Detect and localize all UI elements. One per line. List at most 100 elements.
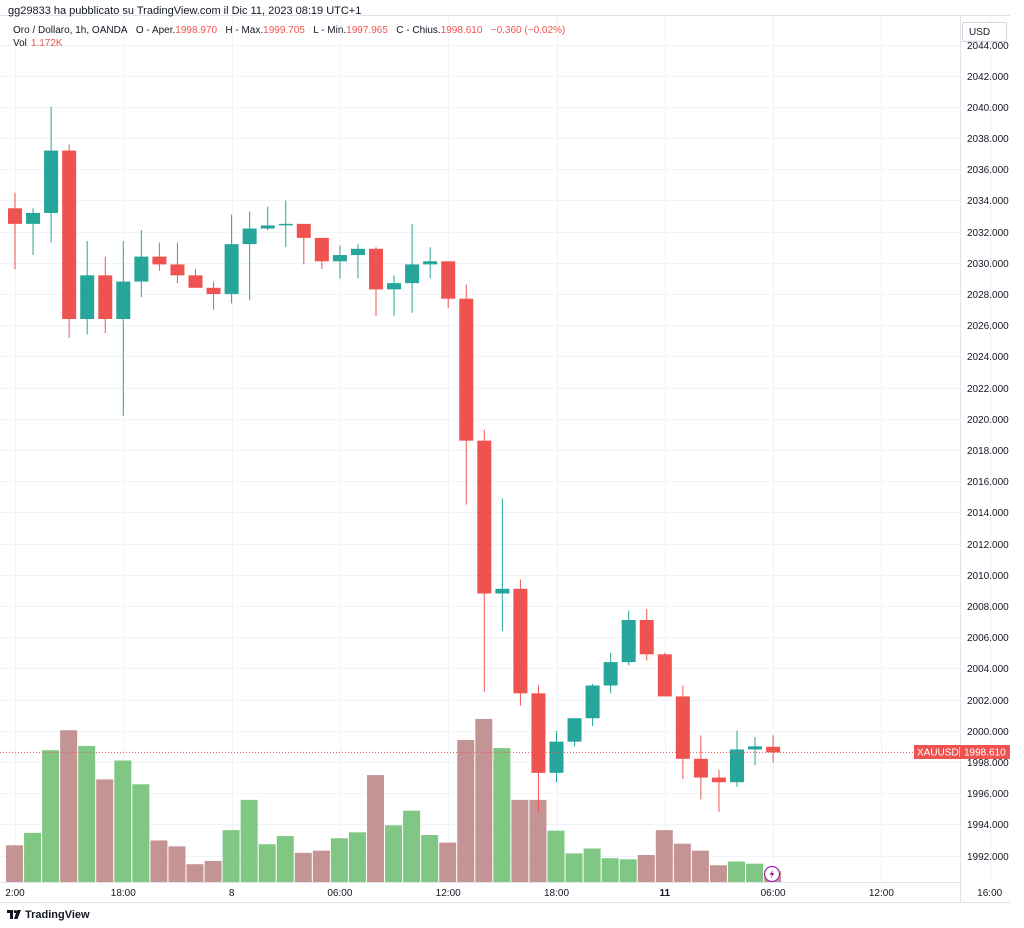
candle-body bbox=[459, 298, 474, 441]
candle-body bbox=[350, 248, 365, 256]
volume-bar bbox=[691, 850, 709, 882]
volume-bar bbox=[385, 825, 403, 882]
candle-body bbox=[188, 275, 203, 288]
price-tick-label: 1998.000 bbox=[967, 758, 1009, 769]
volume-bar bbox=[150, 840, 168, 882]
time-tick-label: 18:00 bbox=[111, 888, 136, 899]
candle-body bbox=[441, 261, 456, 299]
volume-bar bbox=[601, 858, 619, 882]
price-tick-label: 2030.000 bbox=[967, 259, 1009, 270]
low-label: L - Min. bbox=[313, 25, 347, 36]
volume-bar bbox=[60, 730, 78, 882]
volume-bar bbox=[673, 843, 691, 882]
volume-bar bbox=[348, 832, 366, 882]
price-axis[interactable]: 1992.000 1994.000 1996.000 1998.000 2000.000… bbox=[967, 41, 1009, 863]
brand-name: TradingView bbox=[25, 909, 90, 921]
volume-bar bbox=[258, 844, 276, 882]
volume-bar bbox=[457, 739, 475, 882]
volume-bar bbox=[493, 748, 511, 882]
time-tick-label: 11 bbox=[660, 888, 671, 899]
candle-body bbox=[748, 746, 763, 750]
price-tick-label: 2002.000 bbox=[967, 696, 1009, 707]
price-tick-label: 2034.000 bbox=[967, 196, 1009, 207]
close-label: C - Chius. bbox=[396, 25, 441, 36]
price-tick-label: 1994.000 bbox=[967, 820, 1009, 831]
candle-body bbox=[531, 693, 546, 773]
candle-body bbox=[44, 150, 59, 213]
candle-body bbox=[80, 275, 95, 319]
candle-body bbox=[513, 588, 528, 694]
volume-bar bbox=[6, 845, 23, 882]
open-label: O - Aper. bbox=[135, 25, 176, 36]
time-tick-label: 06:00 bbox=[761, 888, 786, 899]
volume-bar bbox=[547, 830, 565, 882]
price-tag-symbol: XAUUSD bbox=[917, 748, 959, 759]
volume-bar bbox=[475, 718, 493, 882]
volume-bar bbox=[529, 799, 547, 882]
price-tick-label: 2040.000 bbox=[967, 103, 1009, 114]
tradingview-brand[interactable]: TradingView bbox=[7, 908, 90, 922]
price-tick-label: 2036.000 bbox=[967, 165, 1009, 176]
time-tick-label: 12:00 bbox=[436, 888, 461, 899]
candle-body bbox=[134, 256, 149, 282]
volume-bar bbox=[294, 852, 312, 882]
time-tick-label: 16:00 bbox=[977, 888, 1002, 899]
lightning-icon[interactable] bbox=[763, 865, 781, 883]
candle-body bbox=[567, 718, 582, 742]
candlesticks bbox=[8, 106, 781, 812]
publish-caption: gg29833 ha pubblicato su TradingView.com… bbox=[8, 5, 362, 17]
price-tick-label: 2028.000 bbox=[967, 290, 1009, 301]
volume-bar bbox=[186, 864, 204, 882]
candle-body bbox=[116, 281, 131, 319]
candle-body bbox=[98, 275, 113, 319]
price-tick-label: 2008.000 bbox=[967, 602, 1009, 613]
time-axis[interactable]: 2:00 18:00 8 06:00 12:00 18:00 11 06:00 12:00 16:… bbox=[5, 888, 1002, 899]
price-tick-label: 2010.000 bbox=[967, 571, 1009, 582]
volume-bar bbox=[728, 861, 745, 882]
low-value: 1997.965 bbox=[346, 25, 388, 36]
candle-body bbox=[675, 696, 690, 759]
volume-bars bbox=[6, 718, 782, 882]
volume-bar bbox=[421, 835, 439, 882]
price-tick-label: 2022.000 bbox=[967, 384, 1009, 395]
candle-body bbox=[296, 223, 311, 238]
volume-bar bbox=[746, 863, 764, 882]
volume-bar bbox=[204, 860, 222, 882]
price-tick-label: 2038.000 bbox=[967, 134, 1009, 145]
candle-body bbox=[766, 746, 781, 753]
candle-body bbox=[242, 228, 257, 245]
volume-bar bbox=[619, 859, 637, 882]
volume-bar bbox=[42, 750, 60, 882]
candle-body bbox=[332, 255, 347, 262]
open-value: 1998.970 bbox=[175, 25, 218, 36]
volume-bar bbox=[330, 838, 348, 882]
volume-bar bbox=[583, 848, 601, 882]
volume-bar bbox=[637, 855, 655, 882]
price-tick-label: 2014.000 bbox=[967, 508, 1009, 519]
volume-label[interactable]: Vol bbox=[13, 38, 27, 49]
candle-body bbox=[495, 588, 510, 594]
volume-value: 1.172K bbox=[30, 38, 63, 49]
price-tick-label: 2024.000 bbox=[967, 352, 1009, 363]
currency-selector[interactable]: USD bbox=[962, 22, 1007, 42]
volume-bar bbox=[655, 830, 673, 882]
volume-bar bbox=[132, 784, 150, 882]
symbol-title[interactable]: Oro / Dollaro, 1h, OANDA bbox=[13, 25, 128, 36]
candle-body bbox=[369, 248, 383, 290]
candle-body bbox=[206, 287, 221, 295]
lightning-icon-bolt bbox=[769, 869, 775, 879]
high-value: 1999.705 bbox=[263, 25, 305, 36]
volume-bar bbox=[276, 836, 294, 882]
volume-bar bbox=[565, 853, 583, 882]
candle-body bbox=[8, 208, 22, 224]
candle-body bbox=[585, 685, 600, 719]
price-tick-label: 2018.000 bbox=[967, 446, 1009, 457]
time-tick-label: 06:00 bbox=[327, 888, 352, 899]
change-value: −0.360 (−0.02%) bbox=[490, 25, 566, 36]
volume-bar bbox=[439, 842, 457, 882]
time-tick-label: 8 bbox=[229, 888, 235, 899]
time-tick-label: 12:00 bbox=[869, 888, 894, 899]
candle-body bbox=[639, 619, 654, 655]
time-tick-label: 18:00 bbox=[544, 888, 569, 899]
